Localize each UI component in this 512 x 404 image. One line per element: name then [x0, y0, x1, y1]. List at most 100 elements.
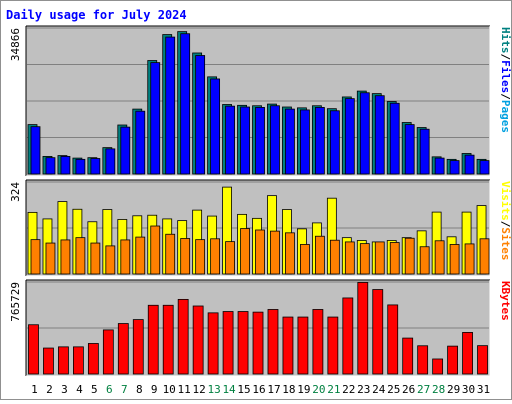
x-tick-label: 3: [61, 383, 68, 396]
legend-separator: /: [499, 93, 512, 100]
x-tick-label: 4: [76, 383, 83, 396]
bar-sites: [210, 238, 221, 275]
bar-kbytes: [372, 289, 384, 375]
bar-sites: [285, 232, 295, 275]
bar-files: [464, 154, 475, 175]
x-tick-label: 14: [222, 383, 236, 396]
x-tick-label: 11: [178, 383, 191, 396]
x-tick-label: 22: [342, 383, 355, 396]
bar-kbytes: [477, 345, 488, 375]
bar-files: [180, 33, 191, 175]
bar-sites: [300, 244, 310, 275]
bar-kbytes: [447, 345, 458, 375]
bar-files: [105, 148, 116, 175]
legend-kbytes: KBytes: [499, 281, 512, 321]
bar-kbytes: [102, 329, 114, 375]
bar-sites: [464, 243, 475, 275]
bar-files: [329, 110, 340, 175]
bar-kbytes: [432, 358, 444, 375]
x-tick-label: 30: [462, 383, 475, 396]
bar-sites: [240, 228, 250, 275]
legend-sites: Sites: [499, 227, 512, 260]
bar-sites: [60, 239, 71, 275]
bar-kbytes: [462, 332, 473, 375]
bar-files: [60, 156, 71, 175]
x-tick-label: 21: [327, 383, 340, 396]
x-tick-label: 18: [282, 383, 295, 396]
x-tick-label: 23: [357, 383, 370, 396]
bar-kbytes: [58, 346, 69, 375]
x-tick-label: 26: [402, 383, 415, 396]
bar-kbytes: [327, 316, 339, 375]
bar-sites: [344, 241, 355, 275]
bar-sites: [120, 239, 131, 275]
x-tick-label: 27: [417, 383, 430, 396]
x-tick-label: 31: [477, 383, 490, 396]
bar-files: [449, 160, 460, 175]
bar-sites: [314, 235, 325, 275]
bar-sites: [105, 245, 116, 275]
bar-files: [359, 92, 370, 175]
legend-visits: Visits: [499, 181, 512, 221]
bar-kbytes: [222, 311, 234, 375]
bar-files: [75, 158, 86, 175]
bar-kbytes: [132, 319, 144, 375]
x-tick-label: 20: [312, 383, 325, 396]
bar-sites: [195, 239, 206, 275]
bar-sites: [165, 233, 176, 275]
bar-files: [255, 107, 265, 175]
bar-sites: [419, 246, 430, 275]
bar-sites: [270, 230, 280, 275]
bar-kbytes: [342, 297, 354, 375]
bar-files: [150, 62, 161, 175]
bar-kbytes: [73, 346, 84, 375]
bar-files: [300, 109, 310, 175]
bar-files: [45, 157, 56, 175]
x-tick-label: 28: [432, 383, 445, 396]
bar-sites: [150, 225, 161, 275]
bar-sites: [30, 239, 41, 275]
bar-files: [195, 55, 206, 175]
bar-sites: [75, 237, 86, 275]
legend-files: Files: [499, 60, 512, 93]
bar-kbytes: [162, 304, 174, 375]
y-max-label: 765729: [9, 282, 22, 322]
bar-files: [240, 106, 250, 175]
y-max-label: 34866: [9, 28, 22, 61]
bar-kbytes: [207, 312, 219, 375]
bar-sites: [90, 242, 101, 275]
bar-files: [344, 98, 355, 175]
bar-files: [389, 102, 400, 175]
bar-sites: [45, 242, 56, 275]
bar-files: [374, 95, 385, 175]
x-tick-label: 29: [447, 383, 460, 396]
bar-files: [135, 110, 146, 175]
bar-files: [285, 108, 295, 175]
bar-files: [30, 126, 41, 175]
bar-sites: [329, 239, 340, 275]
x-tick-label: 10: [163, 383, 176, 396]
legend-hits: Hits: [499, 27, 512, 54]
bar-sites: [225, 241, 235, 275]
bar-kbytes: [297, 316, 309, 375]
chart-title: Daily usage for July 2024: [6, 8, 187, 22]
bar-files: [210, 78, 221, 175]
bar-files: [479, 160, 490, 175]
bar-sites: [255, 229, 265, 275]
x-tick-label: 19: [297, 383, 310, 396]
x-tick-label: 6: [106, 383, 113, 396]
x-tick-label: 17: [267, 383, 280, 396]
x-tick-label: 13: [207, 383, 220, 396]
x-tick-label: 16: [252, 383, 265, 396]
legend-separator: /: [499, 221, 512, 228]
bar-kbytes: [417, 345, 429, 375]
bar-sites: [359, 243, 370, 275]
bar-files: [419, 128, 430, 175]
bar-kbytes: [252, 311, 264, 375]
bar-kbytes: [312, 309, 324, 375]
bar-files: [90, 158, 101, 175]
bar-kbytes: [387, 304, 399, 375]
x-tick-label: 2: [46, 383, 53, 396]
series-legend: Hits/Files/Pages: [499, 27, 512, 133]
